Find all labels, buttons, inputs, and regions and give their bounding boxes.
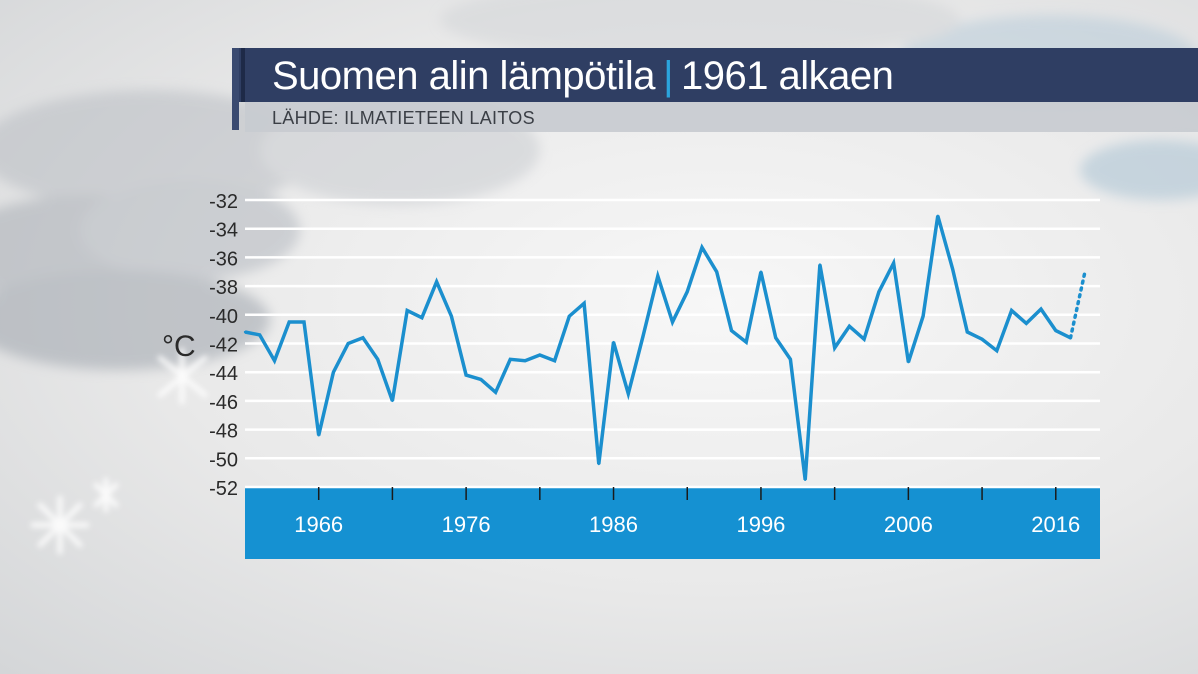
chart-title-sub: 1961 alkaen — [680, 54, 894, 98]
projection-line — [1068, 268, 1088, 340]
data-point — [848, 325, 851, 328]
data-point — [479, 378, 483, 381]
data-point — [1039, 307, 1043, 311]
data-point — [302, 320, 306, 324]
data-point — [494, 391, 497, 394]
x-tick-label: 1966 — [294, 512, 343, 537]
data-point — [332, 371, 335, 374]
source-label: LÄHDE: ILMATIETEEN LAITOS — [272, 108, 535, 128]
data-point — [641, 335, 645, 338]
data-point — [803, 478, 807, 482]
data-point — [273, 359, 276, 362]
data-point — [818, 263, 822, 266]
title-accent-stripe — [241, 48, 245, 102]
data-point — [789, 358, 792, 361]
data-point — [656, 274, 659, 278]
data-point — [464, 373, 468, 377]
x-tick-label: 1986 — [589, 512, 638, 537]
data-point — [907, 360, 910, 364]
title-accent-bar — [232, 48, 239, 130]
x-tick-label: 2006 — [884, 512, 933, 537]
data-point — [759, 270, 763, 273]
y-tick-label: -40 — [209, 306, 238, 328]
data-point — [877, 290, 881, 294]
data-point — [509, 358, 512, 361]
data-point — [700, 246, 704, 249]
y-tick-label: -42 — [209, 335, 238, 357]
y-tick-labels: -32 -34 -36 -38 -40 -42 -44 -46 -48 -50 -52 — [209, 191, 238, 500]
data-point — [568, 315, 571, 318]
data-point — [450, 315, 453, 318]
x-tick-label: 1996 — [736, 512, 785, 537]
y-tick-label: -34 — [209, 220, 238, 242]
data-point — [553, 359, 556, 362]
data-point — [892, 261, 895, 265]
data-point — [862, 337, 866, 341]
y-tick-label: -32 — [209, 191, 238, 213]
y-tick-label: -50 — [209, 449, 238, 471]
data-point — [1010, 309, 1013, 312]
data-point — [582, 302, 586, 305]
data-point — [597, 462, 600, 466]
y-tick-label: -38 — [209, 277, 238, 299]
data-point — [774, 336, 777, 339]
y-axis-unit: °C — [162, 330, 196, 363]
data-point — [921, 315, 925, 318]
series-temperature — [243, 214, 1088, 482]
y-tick-label: -44 — [209, 363, 238, 385]
x-tick-label: 1976 — [442, 512, 491, 537]
data-point — [995, 349, 999, 352]
data-point — [317, 434, 320, 437]
data-point — [523, 359, 527, 362]
y-tick-label: -52 — [209, 478, 238, 500]
x-tick-labels: 1966 1976 1986 1996 2006 2016 — [294, 487, 1080, 537]
x-axis-band — [245, 487, 1100, 559]
data-point — [936, 214, 940, 217]
data-point — [538, 353, 542, 357]
data-point — [966, 330, 969, 334]
data-point — [730, 329, 733, 332]
data-point — [833, 346, 836, 350]
x-tick-label: 2016 — [1031, 512, 1080, 537]
data-point — [405, 309, 409, 312]
data-point — [715, 270, 718, 273]
data-point — [376, 358, 379, 361]
data-point — [627, 392, 630, 395]
data-point — [243, 330, 247, 334]
data-point — [258, 333, 261, 337]
data-point — [435, 280, 438, 283]
data-point — [1025, 322, 1028, 325]
grid-lines — [245, 198, 1100, 489]
data-point — [612, 340, 615, 344]
y-tick-label: -48 — [209, 421, 238, 443]
data-point — [951, 267, 954, 271]
series-line — [244, 215, 1072, 481]
y-tick-label: -36 — [209, 248, 238, 270]
data-point — [745, 340, 748, 344]
y-tick-label: -46 — [209, 392, 238, 414]
data-point — [980, 337, 984, 341]
chart-title: Suomen alin lämpötila | 1961 alkaen — [272, 52, 894, 100]
title-separator: | — [663, 54, 673, 98]
title-bar — [232, 48, 1198, 102]
data-point — [288, 320, 291, 324]
data-point — [686, 290, 689, 294]
data-point — [346, 342, 350, 345]
snowflake-icon — [30, 347, 208, 555]
data-point — [671, 320, 674, 324]
data-point — [420, 316, 424, 319]
data-point — [1054, 329, 1057, 332]
data-point — [361, 336, 365, 339]
data-point — [391, 399, 394, 403]
chart-title-main: Suomen alin lämpötila — [272, 54, 656, 98]
source-bar — [245, 102, 1198, 132]
